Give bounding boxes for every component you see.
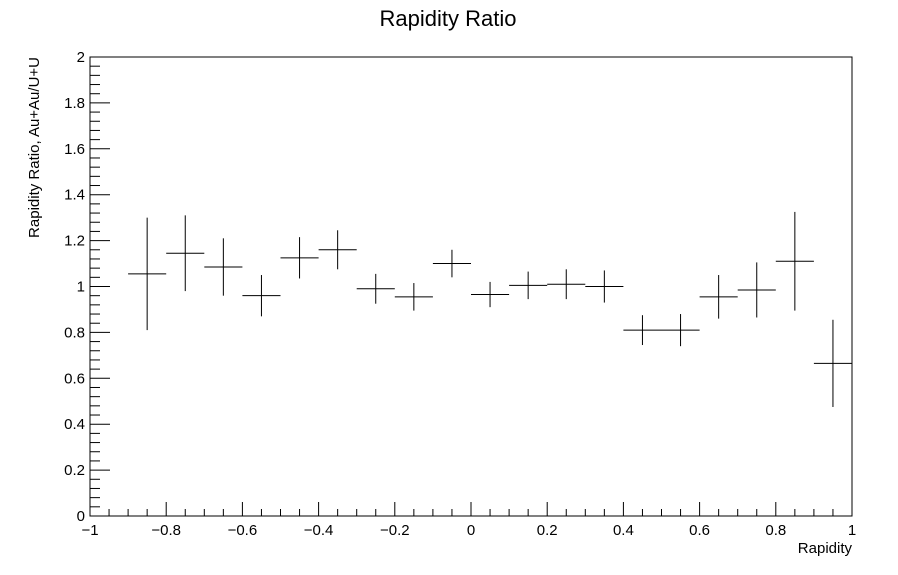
data-point — [699, 275, 738, 319]
y-axis-tick-labels: 0 0.2 0.4 0.6 0.8 1 1.2 1.4 1.6 1.8 2 — [64, 49, 85, 525]
x-tick-label: −0.2 — [380, 522, 410, 539]
x-tick-label: 0.4 — [613, 522, 634, 539]
y-tick-label: 1.8 — [64, 95, 85, 112]
x-tick-label: 0.8 — [765, 522, 786, 539]
y-tick-label: 1 — [77, 279, 85, 296]
data-series — [128, 211, 852, 407]
data-point — [585, 270, 624, 303]
y-tick-label: 2 — [77, 49, 85, 66]
y-tick-label: 0.6 — [64, 370, 85, 387]
x-tick-label: −0.4 — [304, 522, 334, 539]
data-point — [432, 249, 471, 278]
y-tick-label: 0 — [77, 508, 85, 525]
data-point — [128, 217, 167, 331]
plot-frame — [89, 56, 853, 517]
y-tick-label: 1.2 — [64, 233, 85, 250]
y-axis-ticks — [90, 56, 110, 517]
data-point — [318, 230, 357, 270]
data-point — [356, 273, 395, 304]
y-axis-title: Rapidity Ratio, Au+Au/U+U — [26, 57, 43, 238]
x-tick-label: 1 — [848, 522, 856, 539]
data-point — [547, 269, 586, 300]
data-point — [242, 275, 281, 317]
data-point — [509, 271, 548, 300]
x-axis-title: Rapidity — [798, 540, 853, 557]
data-point — [166, 215, 205, 292]
data-point — [623, 315, 662, 346]
y-tick-label: 0.2 — [64, 462, 85, 479]
x-tick-label: −0.6 — [228, 522, 258, 539]
y-tick-label: 0.4 — [64, 416, 85, 433]
data-point — [661, 314, 700, 347]
y-tick-label: 1.6 — [64, 141, 85, 158]
data-point — [471, 281, 510, 308]
data-point — [280, 237, 319, 279]
y-tick-label: 0.8 — [64, 324, 85, 341]
chart-title: Rapidity Ratio — [380, 6, 517, 31]
data-point — [813, 319, 852, 407]
x-axis-ticks — [89, 502, 853, 516]
x-tick-label: 0.2 — [537, 522, 558, 539]
x-tick-label: 0 — [467, 522, 475, 539]
x-tick-label: −0.8 — [151, 522, 181, 539]
x-tick-label: 0.6 — [689, 522, 710, 539]
data-point — [775, 211, 814, 311]
x-axis-tick-labels: −1 −0.8 −0.6 −0.4 −0.2 0 0.2 0.4 0.6 0.8 1 — [81, 522, 856, 539]
y-tick-label: 1.4 — [64, 187, 85, 204]
x-tick-label: −1 — [81, 522, 98, 539]
data-point — [737, 262, 776, 318]
data-point — [204, 238, 243, 296]
data-point — [394, 283, 433, 311]
